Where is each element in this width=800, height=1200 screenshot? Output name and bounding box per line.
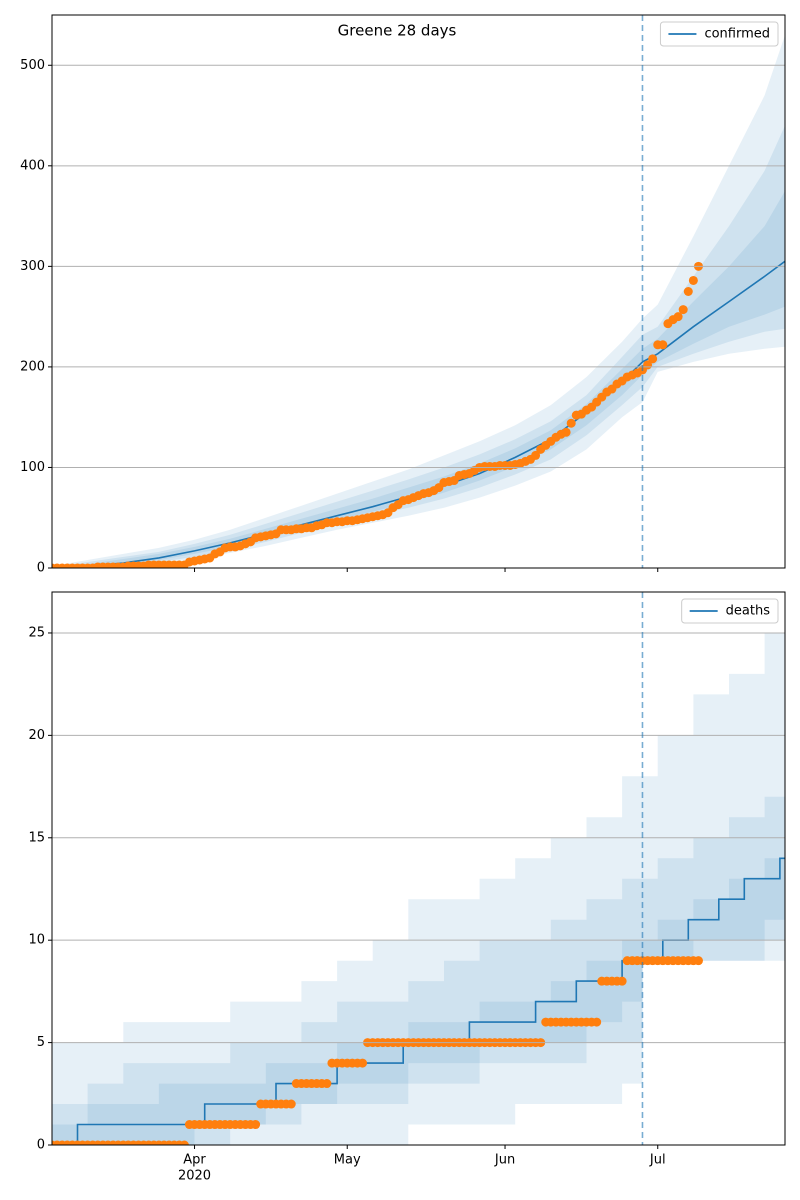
y-tick-label: 0 xyxy=(37,1138,45,1153)
x-tick-label: Jun xyxy=(494,1153,515,1168)
observed-point xyxy=(286,1099,296,1109)
axes-frame xyxy=(51,14,786,569)
legend: confirmed xyxy=(659,21,779,47)
observed-point xyxy=(673,312,683,322)
observed-point xyxy=(683,287,693,296)
observed-point xyxy=(358,1058,368,1068)
observed-point xyxy=(322,1079,332,1089)
observed-point xyxy=(648,354,658,364)
y-tick-label: 15 xyxy=(28,830,45,845)
plot-area xyxy=(52,35,785,568)
legend-label: confirmed xyxy=(704,27,770,42)
y-tick-label: 500 xyxy=(20,58,45,73)
observed-point xyxy=(251,1120,261,1130)
legend-box xyxy=(681,598,779,624)
y-tick-label: 400 xyxy=(20,158,45,173)
x-tick-year: 2020 xyxy=(178,1169,211,1184)
observed-point xyxy=(678,305,688,315)
chart-title: Greene 28 days xyxy=(338,22,457,40)
y-tick-label: 300 xyxy=(20,259,45,274)
uncertainty-band xyxy=(52,714,785,1145)
y-tick-label: 10 xyxy=(28,933,45,948)
y-tick-label: 100 xyxy=(20,460,45,475)
axes-frame xyxy=(51,591,786,1146)
y-tick-label: 20 xyxy=(28,728,45,743)
legend-box xyxy=(659,21,779,47)
y-tick-label: 200 xyxy=(20,359,45,374)
observed-point xyxy=(531,450,541,460)
legend-label: deaths xyxy=(726,604,771,619)
observed-point xyxy=(561,427,571,437)
observed-point xyxy=(179,1140,189,1145)
uncertainty-band xyxy=(52,35,785,568)
legend: deaths xyxy=(681,598,779,624)
observed-point xyxy=(617,976,627,986)
observed-point xyxy=(592,1017,602,1027)
uncertainty-band xyxy=(52,125,785,568)
uncertainty-band xyxy=(52,837,785,1145)
observed-point xyxy=(658,340,668,350)
y-tick-label: 5 xyxy=(37,1035,45,1050)
y-tick-label: 0 xyxy=(37,561,45,576)
uncertainty-band xyxy=(52,592,785,1145)
plot-area xyxy=(52,592,785,1145)
x-tick-label: Apr xyxy=(183,1153,206,1168)
x-tick-label: May xyxy=(334,1153,361,1168)
x-tick-label: Jul xyxy=(649,1153,666,1168)
y-tick-label: 25 xyxy=(28,625,45,640)
observed-point xyxy=(688,275,698,285)
observed-point xyxy=(693,956,703,966)
observed-point xyxy=(566,418,576,428)
